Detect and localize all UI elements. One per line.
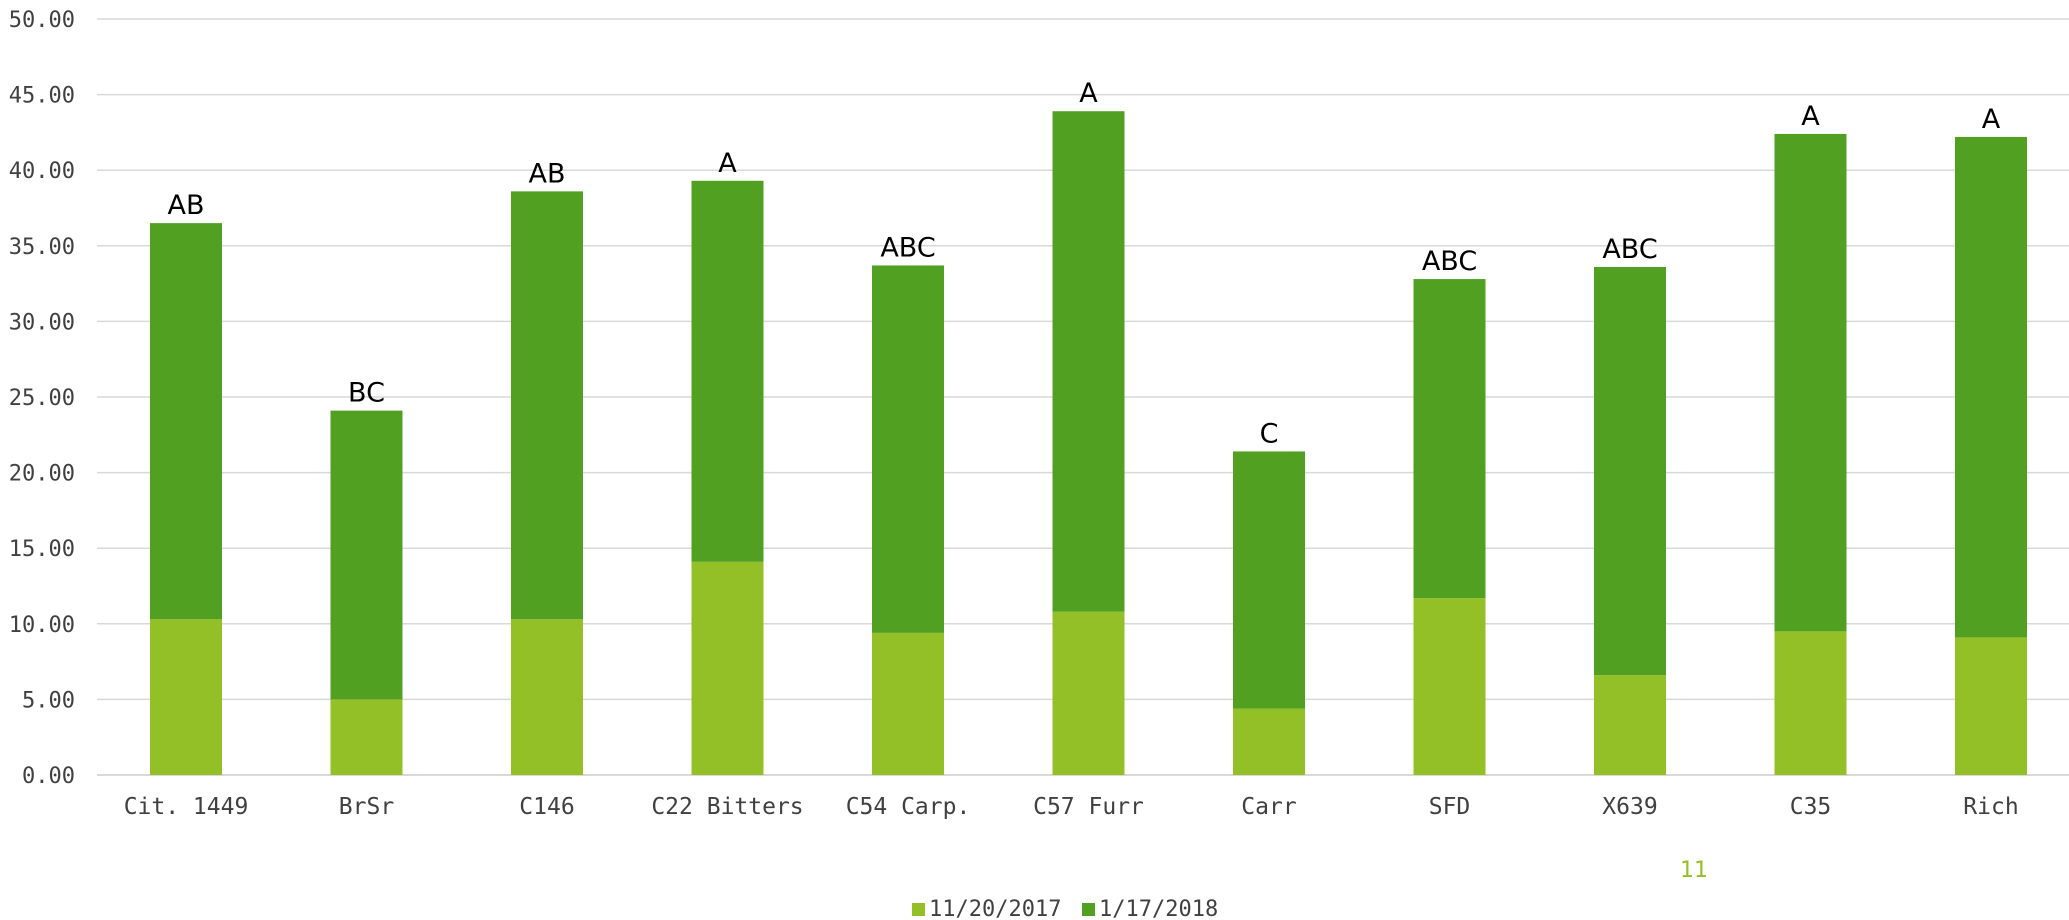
significance-letter: C [1260,418,1279,449]
x-tick-label: C57 Furr [1033,794,1144,820]
significance-letter: ABC [1602,234,1657,265]
y-tick-label: 5.00 [22,688,75,713]
bar-segment-series-2 [1413,279,1486,599]
x-tick-label: X639 [1602,794,1657,820]
bar-segment-series-2 [691,180,764,562]
x-tick-label: C22 Bitters [651,794,803,820]
legend-swatch-series-2 [1082,903,1095,916]
significance-letter: A [1801,101,1820,132]
legend-label-series-1: 11/20/2017 [929,897,1061,920]
bar-segment-series-1 [330,699,403,775]
significance-letter: A [718,148,737,179]
x-tick-label: C146 [519,794,574,820]
y-tick-label: 40.00 [9,159,75,184]
bar-segment-series-1 [1955,637,2027,775]
x-tick-label: Rich [1963,794,2018,820]
y-axis-ticks: 0.00 5.00 10.00 15.00 20.00 25.00 30.00 35.00 40… [9,8,75,789]
x-tick-label: Cit. 1449 [124,794,249,820]
significance-letter: AB [529,158,566,189]
bar-segment-series-1 [1233,708,1305,775]
x-tick-label: SFD [1429,794,1471,820]
y-tick-label: 15.00 [9,537,75,562]
bar-segment-series-2 [1955,136,2027,638]
y-tick-label: 50.00 [9,8,75,33]
bar-segment-series-2 [150,223,222,620]
x-axis-ticks: Cit. 1449 BrSr C146 C22 Bitters C54 Carp. C57… [124,794,2019,820]
significance-letters: AB BC AB A ABC A C ABC ABC A A [168,78,2001,449]
significance-letter: AB [168,190,205,221]
x-tick-label: Carr [1241,794,1296,820]
legend-swatch-series-1 [912,903,925,916]
significance-letter: ABC [1422,246,1477,277]
y-tick-label: 0.00 [22,764,75,789]
legend-label-series-2: 1/17/2018 [1099,897,1218,920]
bar-segment-series-1 [691,561,764,775]
bar-segment-series-1 [872,632,944,775]
bar-segment-series-2 [511,191,583,620]
x-tick-label: C35 [1790,794,1832,820]
bar-segment-series-1 [511,619,583,775]
bar-segment-series-1 [1413,598,1486,775]
y-tick-label: 45.00 [9,84,75,109]
x-tick-label: BrSr [339,794,394,820]
bars [150,111,2027,775]
bar-segment-series-2 [1594,266,1666,676]
bar-segment-series-2 [330,410,403,700]
y-tick-label: 30.00 [9,310,75,335]
bar-segment-series-1 [1052,611,1125,775]
y-tick-label: 35.00 [9,235,75,260]
significance-letter: A [1079,78,1098,109]
bar-segment-series-1 [1594,675,1666,775]
significance-letter: ABC [880,232,935,263]
y-tick-label: 20.00 [9,462,75,487]
bar-segment-series-1 [150,619,222,775]
significance-letter: A [1982,104,2001,135]
bar-segment-series-2 [1774,133,1847,632]
legend: 11/20/2017 1/17/2018 [912,897,1218,920]
x-tick-label: C54 Carp. [846,794,971,820]
y-tick-label: 25.00 [9,386,75,411]
significance-letter: BC [348,378,385,409]
bar-segment-series-1 [1774,631,1847,775]
y-tick-label: 10.00 [9,613,75,638]
bar-segment-series-2 [1233,451,1305,709]
bar-segment-series-2 [872,265,944,633]
page-number: 11 [1680,858,1708,883]
bar-segment-series-2 [1052,111,1125,612]
